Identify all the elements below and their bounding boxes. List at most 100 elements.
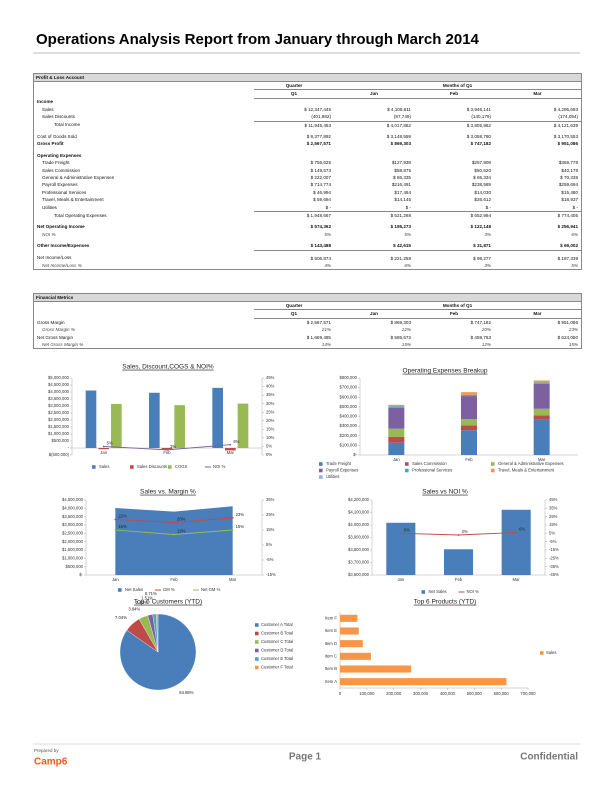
column-header: Mar: [494, 309, 582, 319]
legend-label: Net GM %: [201, 587, 221, 592]
y-tick-label: -: [68, 445, 70, 450]
row-label: Other Income/Expenses: [37, 243, 90, 249]
cell-value: $ 869,303: [390, 319, 411, 325]
table-grid: Quarter Months of Q1 Q1 Jan Feb Mar Income Sale…: [34, 82, 582, 269]
y2-tick-label: 25%: [266, 409, 275, 414]
cell-value: $17,484: [394, 189, 411, 195]
cell-value: 5%: [324, 231, 331, 237]
data-label: 15%: [118, 524, 127, 529]
row-label: NOI %: [42, 231, 56, 237]
cell-value: $ 3,148,559: [386, 133, 411, 139]
page-number: Page 1: [289, 752, 322, 763]
legend-swatch: [92, 465, 96, 469]
bar-segment: [461, 396, 477, 420]
row-label: Payroll Expenses: [42, 182, 78, 188]
bar: [212, 387, 223, 448]
column-header: Jan: [334, 309, 414, 319]
legend-swatch: [421, 590, 426, 594]
financial-metrics-table: Financial Metrics Quarter Months of Q1 Q1 Ja…: [33, 293, 582, 350]
cell-value: $ 65,334: [473, 174, 491, 180]
line-point: [231, 529, 234, 531]
data-label: 3%: [462, 529, 468, 534]
x-tick-label: Mar: [229, 577, 237, 582]
data-label: 5%: [107, 441, 113, 446]
data-label: 6%: [233, 439, 239, 444]
x-tick-label: Mar: [513, 577, 521, 582]
y-tick-label: $2,000,000: [62, 539, 84, 544]
group-header-row: Quarter Months of Q1: [34, 82, 582, 91]
y-tick-label: $500,000: [52, 438, 70, 443]
cell-value: $ 46,994: [313, 189, 331, 195]
cell-value: 20%: [481, 327, 491, 333]
data-label: 3.94%: [128, 607, 140, 612]
cell-value: $ 70,338: [560, 174, 579, 180]
y2-tick-label: 45%: [549, 497, 558, 502]
line-point: [515, 531, 518, 534]
cell-value: $ 31,871: [473, 243, 491, 249]
bar: [443, 549, 474, 575]
row-label: Net Income/Loss %: [42, 263, 82, 269]
cell-value: $ 122,148: [470, 224, 491, 230]
column-header: Q1: [254, 89, 334, 99]
table-row: Gross Margin $ 2,567,571 $ 869,303 $ 747,18…: [34, 318, 581, 326]
legend-label: Travel, Meals & Entertainment: [498, 468, 555, 473]
y-tick-label: $-: [353, 452, 357, 457]
y2-tick-label: -35%: [549, 564, 559, 569]
legend-swatch: [168, 465, 172, 469]
bar: [225, 448, 236, 451]
header-blank: [34, 310, 254, 318]
table-row: Trade Freight $ 755,625 $127,938 $257,909 $3…: [34, 159, 581, 166]
cell-value: $ 222,007: [310, 174, 331, 180]
cell-value: $50,520: [474, 167, 491, 173]
y-tick-label: $500,000: [66, 564, 84, 569]
legend-swatch: [255, 648, 259, 653]
table-row: General & Administrative Expenses $ 222,0…: [34, 174, 581, 181]
y2-tick-label: -5%: [266, 557, 274, 562]
row-label: Net Gross Margin: [37, 334, 73, 340]
table-row: Utilities $ - $ - $ - $ -: [34, 204, 581, 212]
group-header: Months of Q1: [334, 302, 582, 311]
bar-segment: [533, 382, 550, 384]
y2-tick-label: 5%: [266, 542, 272, 547]
table-row: NOI % 5% 5% 3% 6%: [34, 231, 581, 238]
cell-value: 5%: [571, 263, 579, 269]
y2-tick-label: 35%: [266, 392, 275, 397]
table-row: Sales Discounts (401,982) (87,749) (140,179…: [34, 113, 581, 121]
x-tick-label: Feb: [455, 577, 463, 582]
line-point: [399, 532, 402, 535]
cell-value: 6%: [404, 263, 411, 269]
row-label: Net Gross Margin %: [42, 342, 84, 348]
y2-tick-label: 5%: [266, 444, 272, 449]
cell-value: $ 4,017,862: [334, 120, 414, 129]
column-header: Feb: [414, 309, 494, 319]
legend-label: Customer C Total: [261, 639, 293, 644]
legend-label: NOI %: [213, 464, 226, 469]
row-label: Gross Margin %: [42, 327, 75, 333]
x-tick-label: 100,000: [359, 691, 375, 696]
bar-segment: [533, 380, 550, 383]
x-tick-label: Jan: [393, 457, 400, 462]
data-label: 3%: [170, 444, 176, 449]
cell-value: 4%: [324, 263, 331, 269]
cell-value: $ 9,377,892: [306, 133, 331, 139]
y-tick-label: Item B: [325, 666, 337, 671]
cell-value: $ -: [405, 204, 411, 210]
y-tick-label: $600,000: [340, 394, 358, 399]
data-label: 7.04%: [115, 615, 127, 620]
cell-value: $ 747,182: [470, 141, 491, 147]
cell-value: $ 98,277: [414, 249, 494, 263]
y-tick-label: $4,500,000: [62, 497, 84, 502]
row-label: Gross Profit: [37, 141, 64, 147]
bar-segment: [461, 392, 477, 395]
header-blank: [34, 90, 254, 98]
y-tick-label: $2,500,000: [62, 530, 84, 535]
table-title: Profit & Loss Account: [34, 74, 581, 82]
legend-swatch: [255, 640, 259, 644]
row-label: Sales Discounts: [42, 114, 75, 120]
cell-value: $ 714,774: [310, 182, 331, 188]
y-tick-label: $400,000: [340, 414, 358, 419]
cell-value: 5%: [404, 231, 411, 237]
cell-value: $ 3,170,553: [553, 133, 579, 139]
data-label: 0.71%: [145, 591, 157, 596]
cell-value: $ 4,295,693: [553, 106, 579, 112]
